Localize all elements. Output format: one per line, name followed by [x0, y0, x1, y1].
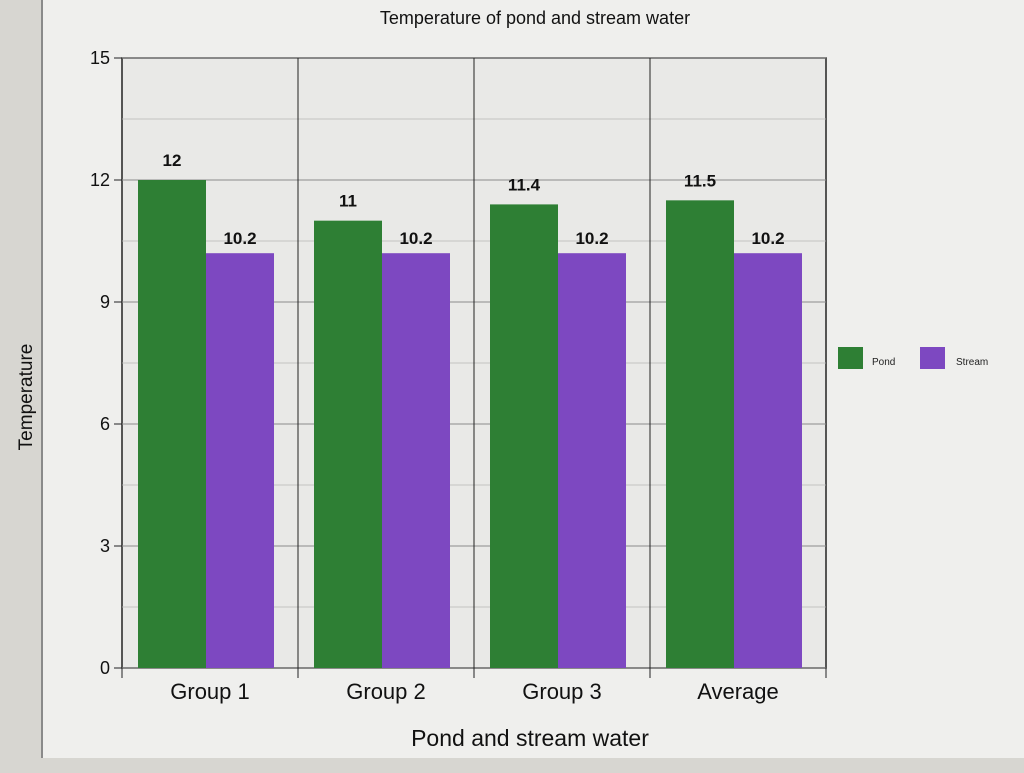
stream-data-label: 10.2	[223, 229, 256, 248]
y-tick-label: 0	[100, 658, 110, 678]
stream-bar	[734, 253, 802, 668]
stream-data-label: 10.2	[751, 229, 784, 248]
x-tick-label: Average	[697, 679, 779, 704]
stream-bar	[382, 253, 450, 668]
x-tick-label: Group 3	[522, 679, 602, 704]
pond-bar	[490, 204, 558, 668]
pond-bar	[138, 180, 206, 668]
x-axis-title: Pond and stream water	[411, 725, 649, 751]
y-axis-title: Temperature	[16, 344, 37, 451]
pond-data-label: 11.4	[508, 175, 541, 194]
x-tick-label: Group 1	[170, 679, 250, 704]
bars	[138, 180, 802, 669]
pond-bar	[666, 200, 734, 669]
y-tick-label: 6	[100, 414, 110, 434]
stream-legend-label: Stream	[956, 357, 988, 368]
x-tick-label: Group 2	[346, 679, 426, 704]
stream-data-label: 10.2	[575, 229, 608, 248]
chart-title: Temperature of pond and stream water	[380, 8, 690, 28]
stream-bar	[558, 253, 626, 668]
data-labels: 12 10.2 11 10.2 11.4 10.2 11.5 10.2	[163, 151, 785, 248]
stream-bar	[206, 253, 274, 668]
pond-legend-label: Pond	[872, 357, 895, 368]
axis-ticks: 0 3 6 9 12 15 Group 1 Group 2 Group 3 Average	[90, 48, 827, 704]
pond-data-label: 11	[339, 192, 357, 211]
pond-bar	[314, 220, 382, 668]
y-tick-label: 9	[100, 292, 110, 312]
pond-data-label: 12	[163, 151, 182, 170]
legend: Pond Stream	[838, 347, 988, 369]
y-tick-label: 3	[100, 536, 110, 556]
y-tick-label: 15	[90, 48, 110, 68]
y-tick-label: 12	[90, 170, 110, 190]
pond-legend-swatch	[838, 347, 863, 369]
pond-data-label: 11.5	[684, 171, 716, 190]
stream-data-label: 10.2	[399, 229, 432, 248]
stream-legend-swatch	[920, 347, 945, 369]
